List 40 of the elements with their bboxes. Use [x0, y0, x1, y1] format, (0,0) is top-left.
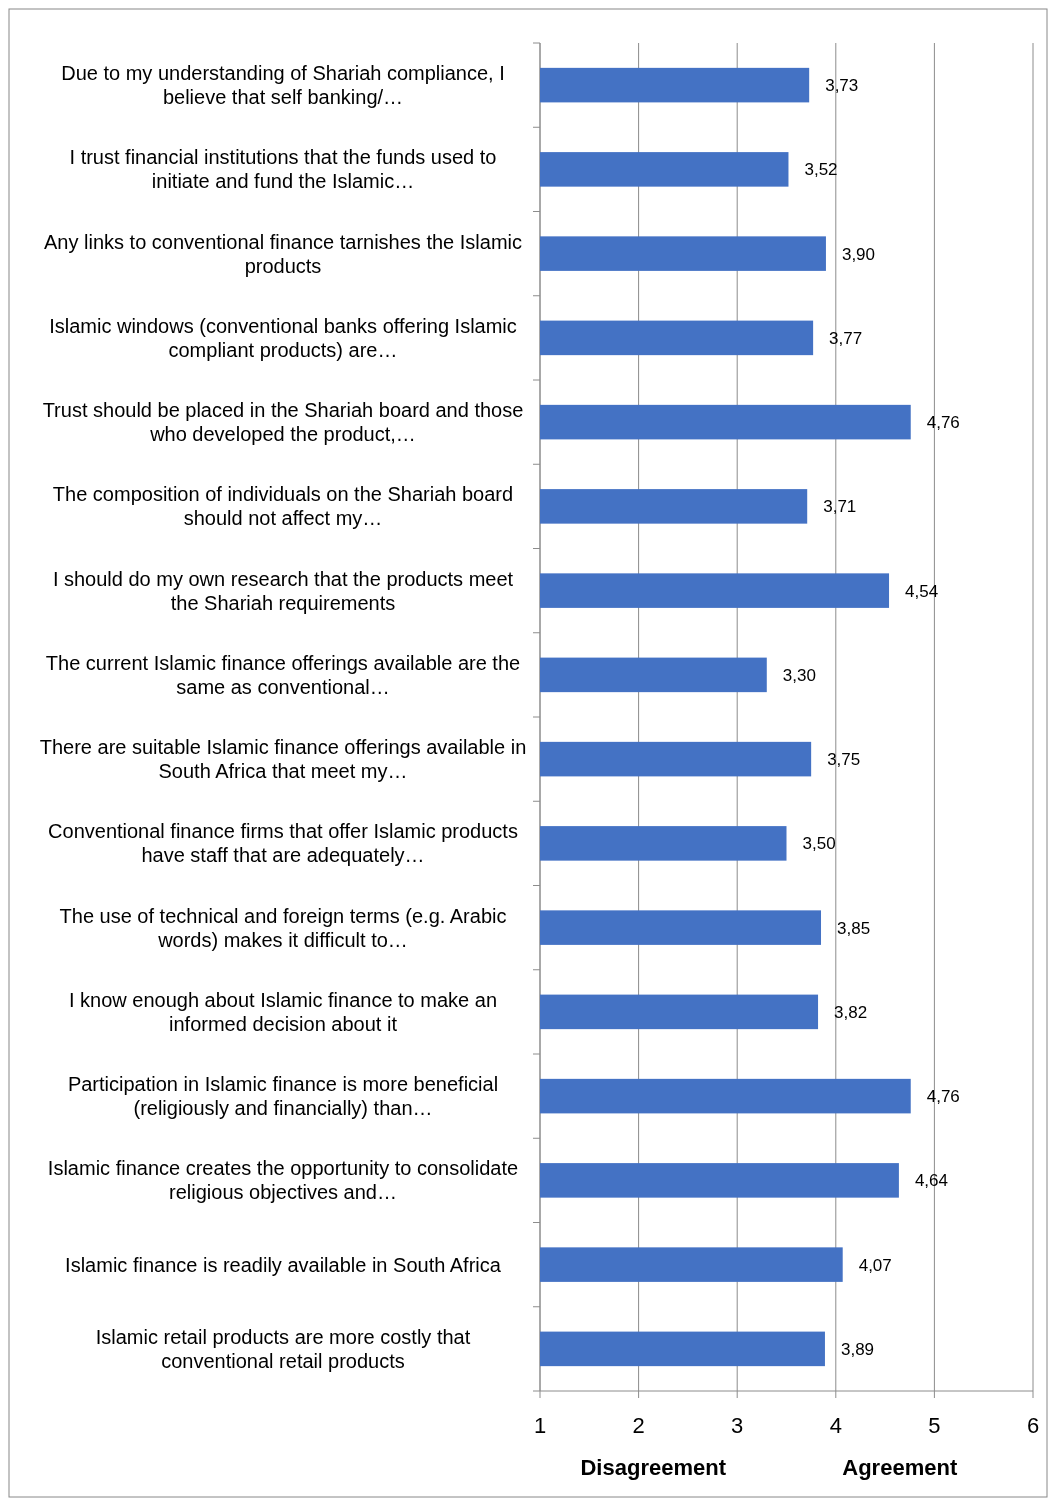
y-tick-label: Due to my understanding of Shariah compliance, I believe that self banking/…	[61, 62, 505, 109]
data-label: 3,50	[802, 834, 836, 854]
x-tick-label: 4	[829, 1413, 842, 1438]
data-label: 3,82	[834, 1002, 868, 1022]
text: Disagreement	[580, 1455, 727, 1480]
y-tick-label: I should do my own research that the products meet the Shariah requirements	[52, 567, 514, 614]
data-label: 3,89	[840, 1339, 875, 1359]
y-tick-label: Conventional finance firms that offer Islamic products have staff that are adequately…	[48, 820, 518, 867]
x-tick-label: 6	[1026, 1413, 1040, 1438]
y-tick-label: Any links to conventional finance tarnishes the Islamic products	[43, 230, 523, 277]
data-label: 3,77	[829, 328, 863, 348]
y-tick-label: Islamic windows (conventional banks offering Islamic compliant products) are…	[49, 314, 517, 361]
data-label: 3,52	[804, 160, 838, 180]
data-label: 3,85	[837, 918, 871, 938]
y-tick-label: There are suitable Islamic finance offerings available in South Africa that meet my…	[39, 736, 527, 783]
data-label: 3,71	[823, 497, 857, 517]
data-label: 4,76	[926, 1087, 960, 1107]
data-label: 3,73	[825, 76, 859, 96]
data-label: 4,54	[905, 581, 939, 601]
y-tick-label: Islamic finance creates the opportunity to consolidate religious objectives and…	[47, 1157, 519, 1204]
y-tick-label: The current Islamic finance offerings available are the same as conventional…	[45, 651, 521, 698]
x-tick-label: 5	[928, 1413, 941, 1438]
x-tick-label: 2	[632, 1413, 645, 1438]
data-label: 4,64	[914, 1171, 948, 1191]
data-label: 3,90	[841, 244, 876, 264]
y-tick-label: Islamic retail products are more costly that conventional retail products	[95, 1325, 471, 1372]
data-label: 3,75	[827, 750, 861, 770]
data-label: 4,76	[926, 413, 960, 433]
y-tick-label: Trust should be placed in the Shariah board and those who developed the product,…	[42, 399, 524, 446]
y-tick-label: The composition of individuals on the Shariah board should not affect my…	[52, 483, 514, 530]
y-tick-label: I know enough about Islamic finance to make an informed decision about it	[68, 988, 498, 1035]
data-label: 3,30	[782, 665, 816, 685]
y-tick-label: I trust financial institutions that the funds used to initiate and fund the Islamic…	[69, 146, 497, 193]
text: Agreement	[842, 1455, 958, 1480]
x-tick-label: 1	[533, 1413, 547, 1438]
data-label: 4,07	[858, 1255, 892, 1275]
x-tick-label: 3	[731, 1413, 744, 1438]
y-tick-label: Participation in Islamic finance is more beneficial (religiously and financially) than…	[67, 1073, 499, 1120]
y-tick-label: Islamic finance is readily available in South Africa	[65, 1253, 502, 1276]
y-tick-label: The use of technical and foreign terms (e.g. Arabic words) makes it difficult to…	[59, 904, 507, 951]
